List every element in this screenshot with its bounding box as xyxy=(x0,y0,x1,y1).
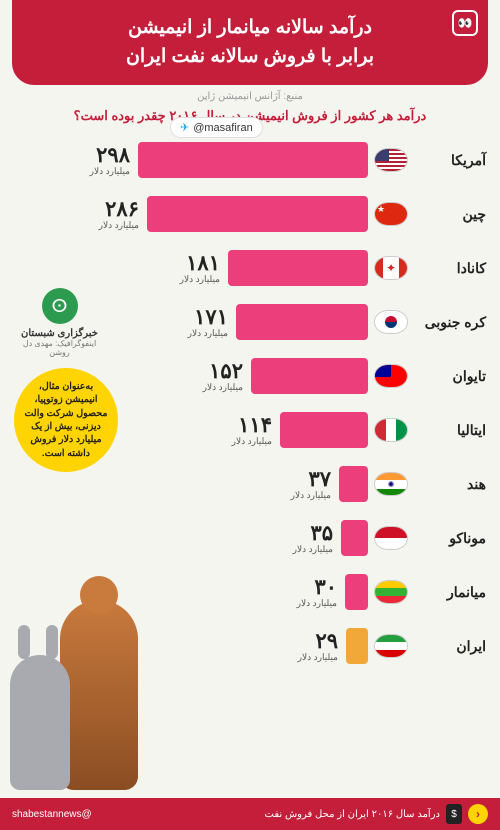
chevron-left-icon: ‹ xyxy=(468,804,488,824)
bar xyxy=(345,574,368,610)
telegram-icon: ✈ xyxy=(180,121,189,134)
value-label: ۱۵۲میلیارد دلار xyxy=(203,359,243,393)
country-name: ایتالیا xyxy=(414,422,486,439)
chart-row: کانادا ✦ ۱۸۱میلیارد دلار xyxy=(14,246,486,290)
country-name: ایران xyxy=(414,638,486,655)
flag-icon xyxy=(374,148,408,172)
telegram-watermark: ✈ @masafiran xyxy=(170,117,263,138)
chart-row: آمریکا ۲۹۸میلیارد دلار xyxy=(14,138,486,182)
value-unit: میلیارد دلار xyxy=(232,436,272,447)
flag-icon xyxy=(374,364,408,388)
value-number: ۳۰ xyxy=(314,575,337,600)
country-name: کره جنوبی xyxy=(414,314,486,331)
country-name: موناکو xyxy=(414,530,486,547)
bar-wrap: ۳۷میلیارد دلار xyxy=(14,466,368,502)
flag-icon xyxy=(374,634,408,658)
chart-row: ایران ۲۹میلیارد دلار xyxy=(14,624,486,668)
bar xyxy=(346,628,368,664)
title: درآمد سالانه میانمار از انیمیشن برابر با… xyxy=(28,14,472,71)
value-unit: میلیارد دلار xyxy=(188,328,228,339)
footer-handle: shabestannews@ xyxy=(12,809,92,820)
chart-row: هند ✺ ۳۷میلیارد دلار xyxy=(14,462,486,506)
bar xyxy=(228,250,368,286)
bar xyxy=(138,142,368,178)
flag-icon xyxy=(374,526,408,550)
bar xyxy=(280,412,368,448)
value-unit: میلیارد دلار xyxy=(293,544,333,555)
source-text: منبع: آژانس انیمیشن ژاپن xyxy=(0,91,500,102)
chart-row: موناکو ۳۵میلیارد دلار xyxy=(14,516,486,560)
bar-wrap: ۲۸۶میلیارد دلار xyxy=(14,196,368,232)
bar-wrap: ۱۵۲میلیارد دلار xyxy=(14,358,368,394)
country-name: هند xyxy=(414,476,486,493)
value-unit: میلیارد دلار xyxy=(298,652,338,663)
chart-row: کره جنوبی ۱۷۱میلیارد دلار xyxy=(14,300,486,344)
value-unit: میلیارد دلار xyxy=(90,166,130,177)
value-number: ۱۱۴ xyxy=(238,413,272,438)
flag-icon: ★ xyxy=(374,202,408,226)
value-number: ۱۵۲ xyxy=(209,359,243,384)
chart-row: چین ★ ۲۸۶میلیارد دلار xyxy=(14,192,486,236)
value-label: ۱۱۴میلیارد دلار xyxy=(232,413,272,447)
header-banner: 👀 درآمد سالانه میانمار از انیمیشن برابر … xyxy=(12,0,488,85)
footer-text: درآمد سال ۲۰۱۶ ایران از محل فروش نفت xyxy=(265,809,441,820)
bar-wrap: ۳۵میلیارد دلار xyxy=(14,520,368,556)
chart-row: میانمار ۳۰میلیارد دلار xyxy=(14,570,486,614)
flag-icon xyxy=(374,580,408,604)
bar xyxy=(339,466,368,502)
bar-wrap: ۲۹میلیارد دلار xyxy=(14,628,368,664)
bar-wrap: ۲۹۸میلیارد دلار xyxy=(14,142,368,178)
bar-wrap: ۱۷۱میلیارد دلار xyxy=(14,304,368,340)
bar xyxy=(251,358,368,394)
value-label: ۱۷۱میلیارد دلار xyxy=(188,305,228,339)
flag-icon xyxy=(374,418,408,442)
bunny-character xyxy=(10,655,70,790)
news-credit: اینفوگرافیک: مهدی دل روشن xyxy=(12,339,107,357)
value-label: ۳۵میلیارد دلار xyxy=(293,521,333,555)
country-name: کانادا xyxy=(414,260,486,277)
country-name: میانمار xyxy=(414,584,486,601)
country-name: تایوان xyxy=(414,368,486,385)
value-label: ۲۹میلیارد دلار xyxy=(298,629,338,663)
oil-icon: $ xyxy=(446,804,462,824)
bar-wrap: ۳۰میلیارد دلار xyxy=(14,574,368,610)
footer-bar: ‹ $ درآمد سال ۲۰۱۶ ایران از محل فروش نفت… xyxy=(0,798,500,830)
bar-wrap: ۱۱۴میلیارد دلار xyxy=(14,412,368,448)
value-label: ۱۸۱میلیارد دلار xyxy=(180,251,220,285)
value-number: ۲۹ xyxy=(315,629,338,654)
value-number: ۱۸۱ xyxy=(186,251,220,276)
value-unit: میلیارد دلار xyxy=(291,490,331,501)
value-unit: میلیارد دلار xyxy=(99,220,139,231)
value-unit: میلیارد دلار xyxy=(180,274,220,285)
flag-icon xyxy=(374,310,408,334)
value-label: ۲۸۶میلیارد دلار xyxy=(99,197,139,231)
bar xyxy=(147,196,368,232)
value-number: ۳۵ xyxy=(310,521,333,546)
flag-icon: ✦ xyxy=(374,256,408,280)
value-label: ۲۹۸میلیارد دلار xyxy=(90,143,130,177)
bar-wrap: ۱۸۱میلیارد دلار xyxy=(14,250,368,286)
value-number: ۲۸۶ xyxy=(105,197,139,222)
flag-icon: ✺ xyxy=(374,472,408,496)
bar xyxy=(341,520,368,556)
bar xyxy=(236,304,368,340)
value-unit: میلیارد دلار xyxy=(297,598,337,609)
value-unit: میلیارد دلار xyxy=(203,382,243,393)
country-name: آمریکا xyxy=(414,152,486,169)
telegram-handle: @masafiran xyxy=(193,122,252,134)
title-line1: درآمد سالانه میانمار از انیمیشن xyxy=(128,17,372,38)
value-label: ۳۷میلیارد دلار xyxy=(291,467,331,501)
brand-icon: 👀 xyxy=(452,10,478,36)
value-number: ۳۷ xyxy=(308,467,331,492)
value-number: ۱۷۱ xyxy=(194,305,228,330)
chart-row: تایوان ۱۵۲میلیارد دلار xyxy=(14,354,486,398)
chart-row: ایتالیا ۱۱۴میلیارد دلار xyxy=(14,408,486,452)
value-number: ۲۹۸ xyxy=(96,143,130,168)
country-name: چین xyxy=(414,206,486,223)
title-line2: برابر با فروش سالانه نفت ایران xyxy=(126,46,374,67)
value-label: ۳۰میلیارد دلار xyxy=(297,575,337,609)
